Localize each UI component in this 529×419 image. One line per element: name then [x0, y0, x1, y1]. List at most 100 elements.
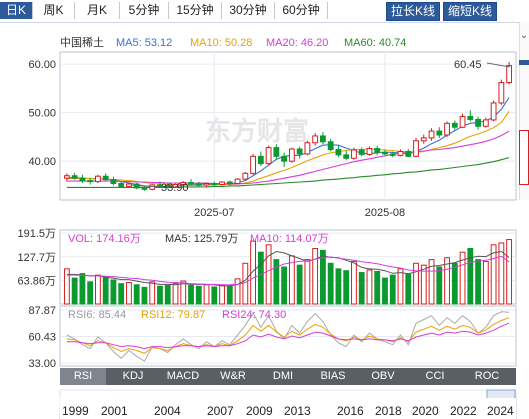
rsi-line-rsi24: [66, 322, 510, 350]
candle-down: [436, 130, 443, 136]
rsi-tick-label: 87.87: [28, 305, 56, 317]
high-annotation-label: 60.45: [454, 59, 482, 71]
stretch-k-button[interactable]: 拉长K线: [386, 2, 441, 21]
ma-line-ma20: [66, 130, 510, 185]
volume-bar: [141, 286, 148, 305]
volume-tick-label: 127.7万: [17, 252, 56, 264]
tab-obv[interactable]: OBV: [371, 370, 395, 382]
candle-down: [164, 184, 171, 188]
candle-down: [451, 122, 458, 128]
volume-bar: [351, 260, 357, 305]
date-tick-label: 2025-08: [365, 207, 405, 219]
tab-daily-k[interactable]: 日K: [0, 2, 33, 19]
candle-down: [405, 150, 412, 157]
tab-roc[interactable]: ROC: [474, 370, 500, 382]
volume-ma-lines: [66, 250, 510, 287]
rsi-legend: RSI6: 85.44 RSI12: 79.87 RSI24: 74.30: [68, 309, 286, 321]
candle-down: [157, 184, 163, 187]
ma5-legend: MA5: 53.12: [116, 37, 172, 49]
tab-kdj[interactable]: KDJ: [122, 370, 144, 382]
tab-dmi[interactable]: DMI: [272, 370, 294, 382]
volume-bar: [157, 285, 163, 305]
candle-down: [382, 151, 388, 155]
scroll-thumb[interactable]: [519, 60, 529, 65]
candle-up: [304, 142, 311, 155]
tab-cci[interactable]: CCI: [425, 370, 445, 382]
period-tab-bar: 日K 周K 月K 5分钟 15分钟 30分钟 60分钟 拉长K线 缩短K线: [0, 0, 529, 23]
candle-up: [413, 140, 419, 157]
volume-tick-label: 191.5万: [17, 228, 56, 240]
vol-ma10-legend: MA10: 114.07万: [250, 233, 329, 245]
candle-up: [250, 155, 256, 174]
volume-bar: [405, 273, 412, 305]
rsi-panel: 87.87 60.43 33.00: [28, 305, 517, 370]
volume-bar: [133, 284, 140, 305]
volume-bar: [327, 262, 334, 305]
volume-bar: [281, 266, 288, 305]
candle-up: [444, 122, 450, 136]
volume-bar: [188, 285, 194, 305]
expand-icon[interactable]: ⌄: [519, 30, 529, 41]
tab-rsi[interactable]: RSI: [60, 368, 106, 385]
shorten-k-button[interactable]: 缩短K线: [443, 2, 498, 21]
candle-down: [188, 182, 194, 185]
volume-bar: [498, 242, 505, 305]
candle-up: [95, 175, 101, 183]
candle-down: [87, 180, 94, 183]
candle-down: [327, 141, 334, 151]
price-tick-label: 50.00: [28, 108, 56, 120]
tab-bias[interactable]: BIAS: [320, 370, 346, 382]
candle-down: [118, 183, 125, 187]
rsi12-legend: RSI12: 79.87: [141, 309, 205, 321]
volume-bar: [110, 279, 117, 305]
volume-bar: [172, 283, 179, 305]
tab-30min[interactable]: 30分钟: [222, 2, 275, 19]
volume-bar: [374, 270, 381, 305]
year-label: 2022: [450, 404, 477, 418]
price-range-indicator: [519, 130, 529, 185]
candle-up: [506, 65, 513, 84]
candle-up: [265, 147, 272, 165]
candle-down: [211, 183, 218, 186]
rsi-tick-label: 33.00: [28, 358, 56, 370]
candle-down: [273, 147, 280, 157]
year-label: 1999: [62, 404, 89, 418]
low-annotation: 33.90: [130, 182, 189, 194]
volume-bar: [265, 244, 272, 305]
candle-up: [63, 175, 70, 179]
volume-bar: [366, 269, 373, 305]
price-panel-frame: [59, 51, 517, 201]
year-label: 2020: [412, 404, 439, 418]
tab-wr[interactable]: W&R: [220, 370, 246, 382]
volume-bar: [242, 262, 249, 305]
volume-bar: [203, 284, 210, 305]
price-tick-label: 60.00: [28, 59, 56, 71]
candle-up: [428, 130, 435, 139]
tab-15min[interactable]: 15分钟: [169, 2, 222, 19]
candle-down: [374, 148, 381, 153]
candle-down: [343, 154, 350, 159]
candle-down: [320, 135, 326, 143]
volume-bar: [118, 283, 125, 305]
price-panel: 东方财富 40.00 50.00 60.00 2025-07 2025-08 60.4…: [28, 51, 517, 219]
volume-bar: [475, 259, 481, 305]
tab-monthly-k[interactable]: 月K: [75, 2, 120, 19]
tab-weekly-k[interactable]: 周K: [33, 2, 75, 19]
price-scrollbar[interactable]: [519, 22, 529, 200]
tab-macd[interactable]: MACD: [166, 370, 200, 382]
candle-down: [358, 149, 365, 155]
volume-panel: 191.5万 127.7万 63.86万: [17, 228, 517, 305]
tab-5min[interactable]: 5分钟: [120, 2, 169, 19]
volume-bar: [304, 259, 311, 305]
candle-up: [397, 150, 404, 156]
volume-bar: [335, 268, 342, 305]
volume-ma-line-ma10: [66, 255, 510, 286]
volume-axis-labels: 191.5万 127.7万 63.86万: [17, 228, 56, 287]
volume-bar: [257, 251, 264, 305]
tab-60min[interactable]: 60分钟: [275, 2, 328, 19]
candle-up: [234, 178, 241, 185]
volume-bar: [343, 270, 350, 305]
candle-up: [420, 137, 427, 142]
candle-down: [389, 153, 396, 156]
